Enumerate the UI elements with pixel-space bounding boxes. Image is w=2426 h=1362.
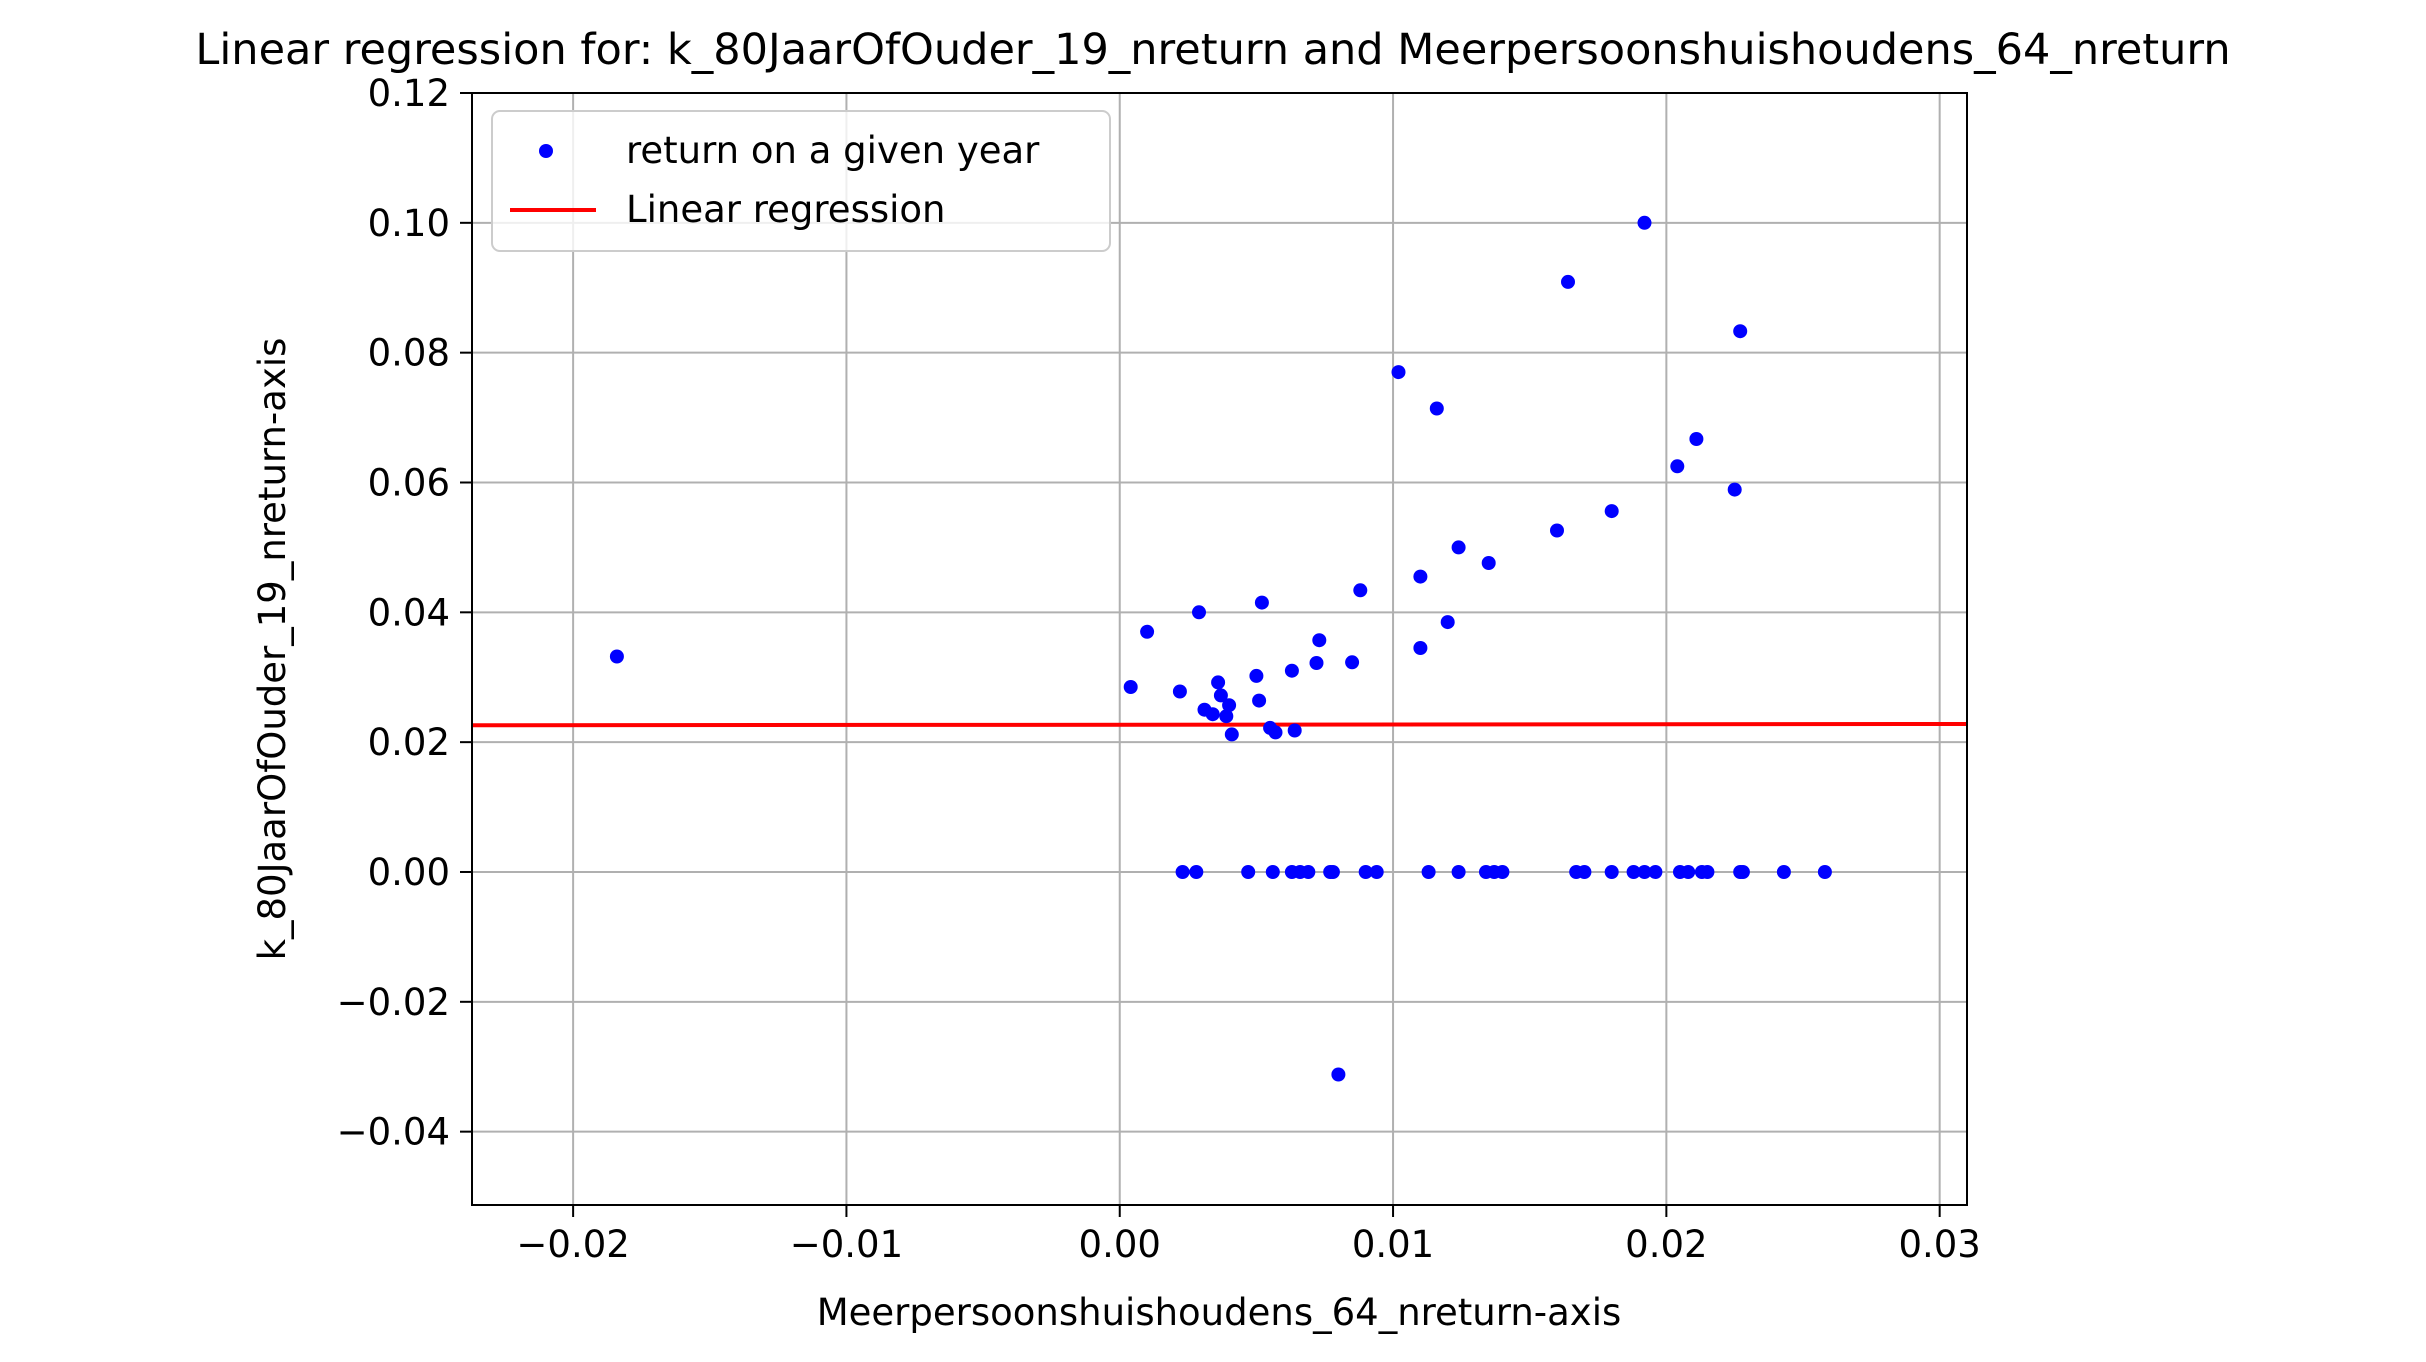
y-tick-label: −0.04 [337, 1111, 450, 1154]
x-tick-label: 0.00 [1079, 1223, 1161, 1266]
scatter-point [1252, 693, 1267, 708]
scatter-point [1421, 865, 1436, 879]
chart-title: Linear regression for: k_80JaarOfOuder_1… [195, 25, 2230, 75]
scatter-point [1451, 865, 1466, 879]
y-tick-label: 0.02 [368, 721, 450, 764]
scatter-point [1550, 523, 1564, 538]
legend-label-regression: Linear regression [626, 188, 946, 231]
scatter-point [1648, 865, 1663, 879]
scatter-point [1451, 540, 1466, 555]
scatter-point [1637, 865, 1652, 879]
scatter-point [1689, 432, 1704, 446]
x-axis-label: Meerpersoonshuishoudens_64_nreturn-axis [817, 1291, 1622, 1334]
legend-label-scatter: return on a given year [626, 129, 1040, 172]
plot-frame [471, 92, 1968, 1206]
scatter-point [1189, 865, 1204, 879]
scatter-point [1369, 865, 1384, 879]
scatter-point [1776, 865, 1791, 879]
scatter-point [1312, 633, 1327, 648]
scatter-point [1140, 624, 1155, 639]
scatter-point [1817, 865, 1832, 879]
x-tick-label: 0.01 [1352, 1223, 1434, 1266]
scatter-point [1440, 615, 1455, 630]
scatter-point [1626, 865, 1641, 879]
scatter-point [1353, 583, 1368, 598]
y-tick-label: 0.06 [368, 461, 450, 504]
x-tick-label: 0.02 [1625, 1223, 1707, 1266]
scatter-point [1681, 865, 1696, 879]
scatter-point [1213, 688, 1228, 703]
scatter-point [1358, 865, 1373, 879]
scatter-point [1561, 274, 1575, 289]
scatter-point [1391, 365, 1406, 380]
scatter-point [1192, 605, 1206, 620]
scatter-point [1301, 865, 1316, 879]
x-tick-label: −0.01 [790, 1223, 903, 1266]
regression-line [471, 722, 1968, 728]
scatter-point [1309, 656, 1324, 670]
scatter-point [1331, 1067, 1346, 1082]
scatter-point [1481, 556, 1496, 570]
x-tick-label: 0.03 [1898, 1223, 1980, 1266]
legend-scatter-marker [539, 144, 553, 158]
scatter-point [1287, 723, 1302, 738]
y-tick-label: 0.04 [368, 591, 450, 634]
y-tick-label: 0.08 [368, 332, 450, 375]
y-axis-label: k_80JaarOfOuder_19_nreturn-axis [251, 338, 294, 961]
legend: return on a given year Linear regression [491, 110, 1111, 252]
legend-box [491, 110, 1111, 252]
scatter-point [1284, 663, 1299, 678]
scatter-point [1265, 865, 1280, 879]
y-tick-label: −0.02 [337, 981, 450, 1024]
regression-line-layer [471, 722, 1968, 728]
plot-background [472, 93, 1967, 1205]
scatter-point [1249, 668, 1264, 683]
scatter-point [1413, 569, 1428, 584]
scatter-point [1254, 595, 1269, 610]
x-axis: −0.02 −0.01 0.00 0.01 0.02 0.03 [516, 1205, 1981, 1266]
plot-area [471, 92, 1968, 1206]
scatter-point [1205, 707, 1220, 722]
scatter-point [1241, 865, 1256, 879]
x-tick-label: −0.02 [516, 1223, 629, 1266]
scatter-point [1604, 865, 1619, 879]
scatter-point [1172, 684, 1187, 699]
y-tick-label: 0.00 [368, 851, 450, 894]
scatter-point [609, 649, 624, 664]
scatter-point [1733, 324, 1748, 339]
scatter-point [1175, 865, 1190, 879]
scatter-point [1577, 865, 1592, 879]
scatter-point [1325, 865, 1340, 879]
y-axis: −0.04 −0.02 0.00 0.02 0.04 0.06 0.08 0.10 0.12 [337, 72, 472, 1154]
scatter-point [1219, 709, 1234, 724]
scatter-point [1670, 459, 1685, 474]
scatter-point [1700, 865, 1715, 879]
scatter-point [1727, 482, 1742, 497]
scatter-point [1604, 504, 1619, 519]
scatter-point [1222, 698, 1237, 713]
scatter-point [1123, 680, 1138, 694]
y-tick-label: 0.12 [368, 72, 450, 115]
scatter-point [1224, 727, 1239, 742]
scatter-point [1211, 675, 1226, 690]
y-tick-label: 0.10 [368, 202, 450, 245]
scatter-point [1429, 401, 1444, 416]
scatter-point [1735, 865, 1750, 879]
scatter-point [1637, 215, 1652, 230]
scatter-point [1345, 655, 1360, 670]
scatter-point [1495, 865, 1510, 879]
scatter-point [1413, 641, 1428, 655]
scatter-points [609, 215, 1832, 1082]
scatter-point [1268, 725, 1283, 740]
